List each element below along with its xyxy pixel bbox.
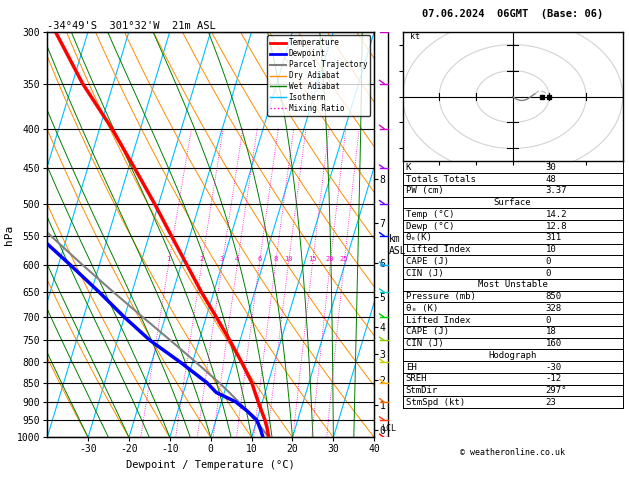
Text: Temp (°C): Temp (°C) bbox=[406, 210, 454, 219]
Text: Most Unstable: Most Unstable bbox=[477, 280, 548, 289]
Text: 328: 328 bbox=[545, 304, 562, 313]
Text: 297°: 297° bbox=[545, 386, 567, 395]
Text: PW (cm): PW (cm) bbox=[406, 187, 443, 195]
Text: CAPE (J): CAPE (J) bbox=[406, 257, 448, 266]
Text: 14.2: 14.2 bbox=[545, 210, 567, 219]
Text: 0: 0 bbox=[545, 315, 551, 325]
Text: Pressure (mb): Pressure (mb) bbox=[406, 292, 476, 301]
Text: -12: -12 bbox=[545, 374, 562, 383]
Text: 07.06.2024  06GMT  (Base: 06): 07.06.2024 06GMT (Base: 06) bbox=[422, 9, 603, 19]
Text: Dewp (°C): Dewp (°C) bbox=[406, 222, 454, 231]
Text: θₑ(K): θₑ(K) bbox=[406, 233, 433, 243]
Text: θₑ (K): θₑ (K) bbox=[406, 304, 438, 313]
Text: 0: 0 bbox=[545, 269, 551, 278]
Text: 10: 10 bbox=[545, 245, 557, 254]
Text: Hodograph: Hodograph bbox=[489, 351, 537, 360]
Y-axis label: hPa: hPa bbox=[4, 225, 14, 244]
Text: 311: 311 bbox=[545, 233, 562, 243]
Text: kt: kt bbox=[410, 33, 420, 41]
Text: StmSpd (kt): StmSpd (kt) bbox=[406, 398, 465, 407]
Text: -30: -30 bbox=[545, 363, 562, 371]
Text: EH: EH bbox=[406, 363, 416, 371]
Text: 48: 48 bbox=[545, 174, 557, 184]
Text: SREH: SREH bbox=[406, 374, 427, 383]
Text: Surface: Surface bbox=[494, 198, 532, 207]
Text: 850: 850 bbox=[545, 292, 562, 301]
Text: CAPE (J): CAPE (J) bbox=[406, 327, 448, 336]
Legend: Temperature, Dewpoint, Parcel Trajectory, Dry Adiabat, Wet Adiabat, Isotherm, Mi: Temperature, Dewpoint, Parcel Trajectory… bbox=[267, 35, 370, 116]
Text: CIN (J): CIN (J) bbox=[406, 269, 443, 278]
Text: 15: 15 bbox=[308, 256, 316, 262]
Text: 4: 4 bbox=[235, 256, 239, 262]
Text: 12.8: 12.8 bbox=[545, 222, 567, 231]
Text: © weatheronline.co.uk: © weatheronline.co.uk bbox=[460, 448, 565, 457]
Text: CIN (J): CIN (J) bbox=[406, 339, 443, 348]
Text: K: K bbox=[406, 163, 411, 172]
Text: 1: 1 bbox=[167, 256, 170, 262]
Text: 0: 0 bbox=[545, 257, 551, 266]
Text: 3.37: 3.37 bbox=[545, 187, 567, 195]
Text: 23: 23 bbox=[545, 398, 557, 407]
Text: 25: 25 bbox=[340, 256, 348, 262]
Text: Lifted Index: Lifted Index bbox=[406, 315, 470, 325]
Text: 6: 6 bbox=[257, 256, 261, 262]
Text: StmDir: StmDir bbox=[406, 386, 438, 395]
Text: 160: 160 bbox=[545, 339, 562, 348]
Text: 20: 20 bbox=[326, 256, 334, 262]
Text: Lifted Index: Lifted Index bbox=[406, 245, 470, 254]
Y-axis label: km
ASL: km ASL bbox=[389, 235, 406, 256]
Text: 10: 10 bbox=[284, 256, 292, 262]
Text: LCL: LCL bbox=[381, 424, 396, 434]
Text: 2: 2 bbox=[199, 256, 204, 262]
Text: Totals Totals: Totals Totals bbox=[406, 174, 476, 184]
Text: 3: 3 bbox=[220, 256, 224, 262]
X-axis label: Dewpoint / Temperature (°C): Dewpoint / Temperature (°C) bbox=[126, 460, 295, 470]
Text: 30: 30 bbox=[545, 163, 557, 172]
Text: 8: 8 bbox=[273, 256, 277, 262]
Text: 18: 18 bbox=[545, 327, 557, 336]
Text: -34°49'S  301°32'W  21m ASL: -34°49'S 301°32'W 21m ASL bbox=[47, 21, 216, 31]
